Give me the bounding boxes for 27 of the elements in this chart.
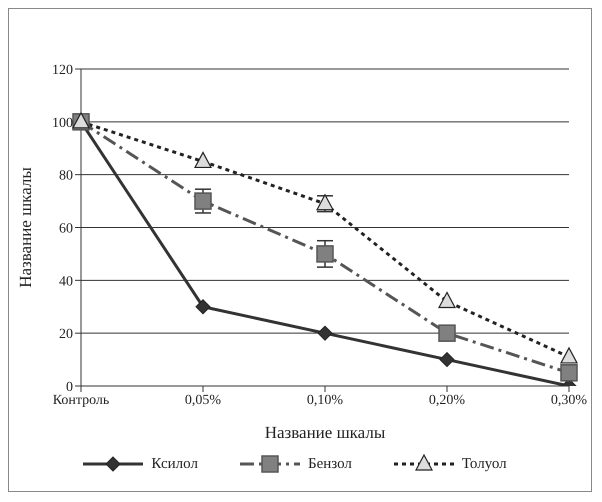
point: [438, 292, 456, 308]
y-tick-label: 80: [59, 168, 73, 184]
y-tick-label: 60: [59, 221, 73, 236]
point: [194, 192, 212, 210]
y-tick-label: 120: [52, 62, 73, 78]
point: [318, 326, 332, 341]
x-tick-label: 0,30%: [550, 392, 588, 408]
legend-label: Бензол: [308, 456, 352, 472]
legend-label: Ксилол: [151, 456, 198, 472]
x-tick-label: 0,20%: [428, 392, 466, 408]
point: [196, 299, 210, 314]
point: [440, 352, 454, 368]
legend-label: Толуол: [462, 456, 507, 472]
point: [560, 364, 578, 382]
x-axis-title: Название шкалы: [264, 423, 386, 442]
y-tick-label: 20: [59, 327, 73, 342]
x-tick-label: Контроль: [52, 392, 110, 408]
x-tick-label: 0,10%: [306, 392, 344, 408]
x-tick-label: 0,05%: [184, 392, 222, 408]
point: [438, 324, 456, 342]
point: [560, 347, 578, 364]
y-tick-label: 100: [52, 116, 73, 131]
y-tick-label: 0: [66, 380, 73, 395]
point: [316, 245, 334, 263]
point: [194, 152, 212, 168]
y-tick-label: 40: [59, 274, 73, 290]
y-axis-title: Название шкалы: [16, 166, 36, 288]
